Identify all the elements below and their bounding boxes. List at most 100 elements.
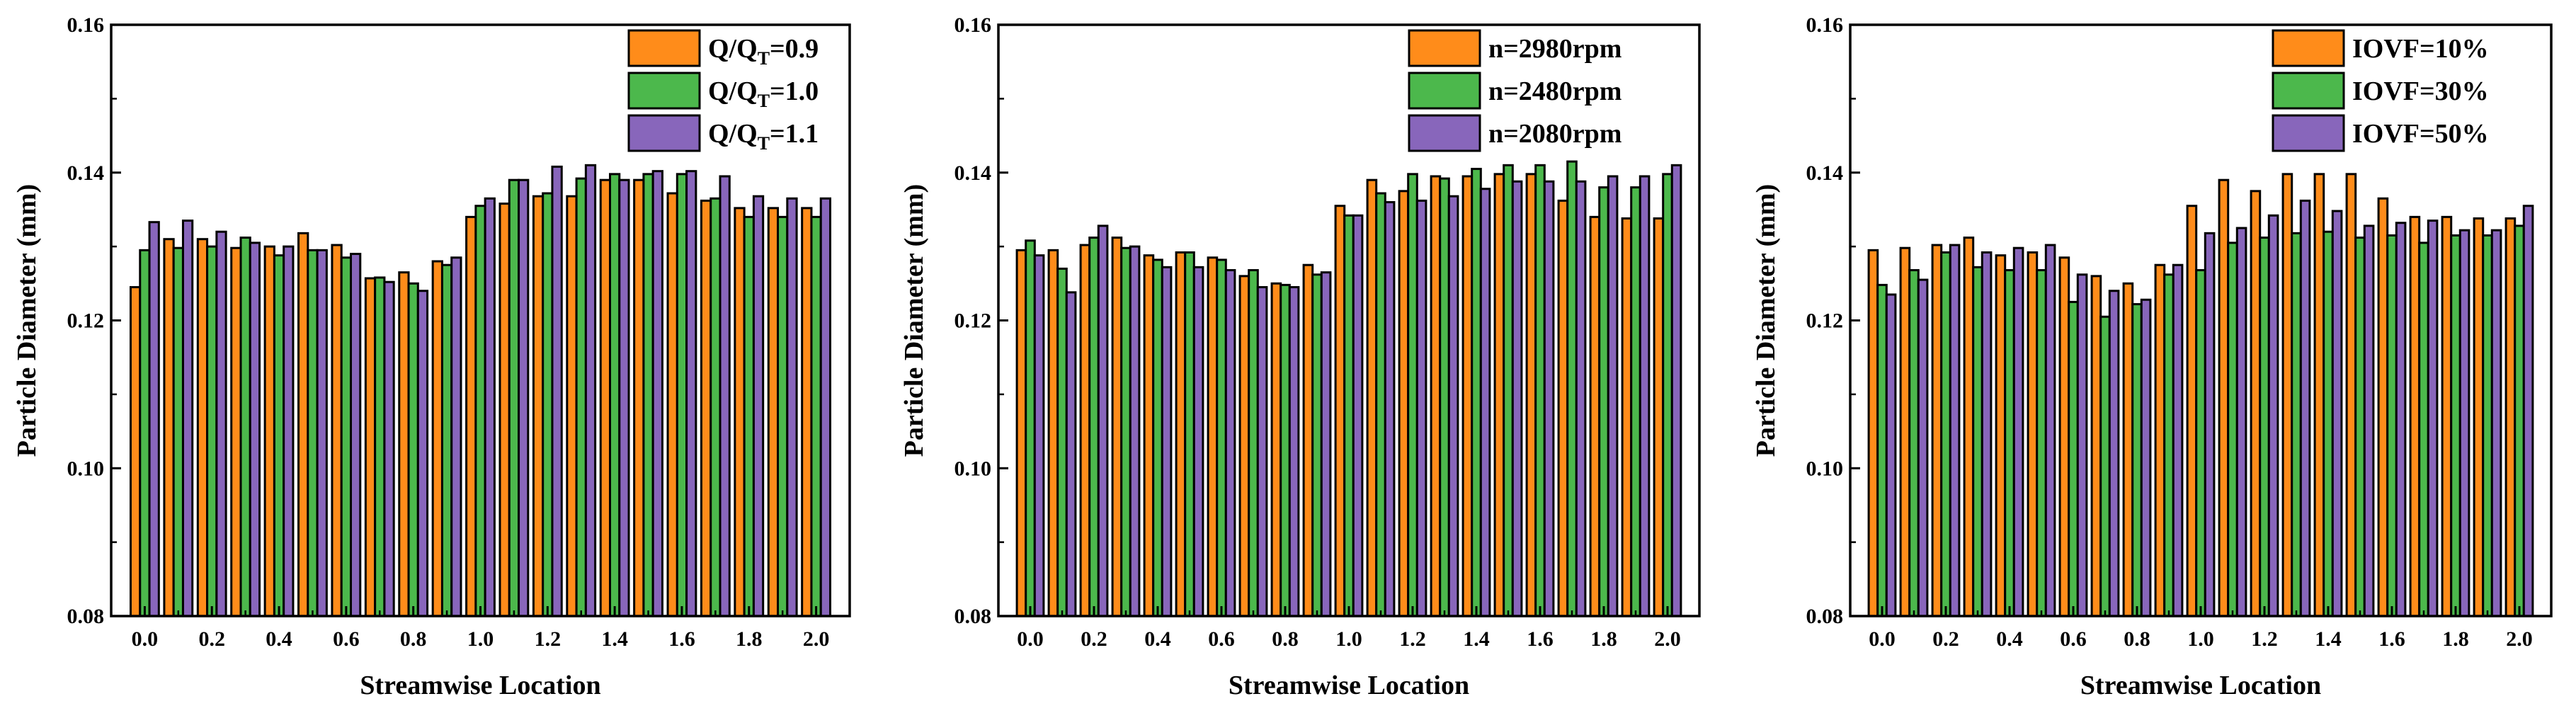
bar-s1-x12 (2250, 190, 2262, 617)
legend-label-1: IOVF=10% (2352, 34, 2489, 64)
bar-s1-x16 (1525, 173, 1537, 617)
bar-s1-x13 (566, 195, 578, 617)
y-tick-label: 0.08 (67, 605, 105, 628)
bar-s2-x13 (575, 177, 587, 617)
bar-s2-x17 (709, 197, 722, 617)
bar-s3-x16 (1543, 180, 1555, 617)
bar-s1-x10 (465, 215, 477, 617)
bar-s1-x4 (263, 245, 275, 617)
bar-s2-x10 (474, 205, 486, 617)
bar-s1-x5 (2027, 251, 2039, 617)
bar-s2-x12 (2259, 237, 2270, 617)
bar-s2-x11 (508, 178, 520, 617)
bar-s2-x18 (2450, 234, 2461, 617)
bar-s2-x9 (1311, 273, 1323, 617)
bar-s3-x18 (752, 195, 765, 617)
bar-s2-x3 (239, 237, 251, 617)
x-axis-title: Streamwise Location (360, 671, 600, 700)
bar-s1-x9 (1302, 263, 1314, 617)
bar-s2-x14 (609, 173, 621, 617)
legend: n=2980rpm n=2480rpm n=2080rpm (1408, 29, 1622, 152)
bar-s2-x10 (1343, 214, 1355, 617)
bar-s3-x14 (2331, 210, 2343, 617)
bar-s2-x18 (1598, 186, 1609, 617)
bar-s2-x14 (1471, 168, 1482, 617)
y-tick-label: 0.10 (954, 457, 992, 480)
bar-s1-x16 (2377, 197, 2389, 617)
bar-s3-x4 (1161, 266, 1173, 617)
bar-s1-x13 (2281, 173, 2293, 617)
bar-s2-x12 (1407, 173, 1418, 617)
x-tick-label: 0.8 (2124, 627, 2150, 651)
bar-s3-x6 (350, 253, 362, 617)
x-tick-label: 0.2 (1932, 627, 1959, 651)
bar-s1-x8 (2122, 282, 2134, 617)
bar-s3-x8 (2140, 298, 2152, 617)
bar-s2-x16 (676, 173, 688, 617)
y-tick-label: 0.14 (1806, 161, 1844, 185)
bar-s1-x1 (1899, 246, 1911, 617)
bar-s3-x17 (2427, 220, 2439, 617)
bar-s3-x19 (1639, 175, 1651, 617)
x-tick-label: 0.8 (400, 627, 427, 651)
bar-s1-x20 (801, 207, 813, 617)
legend-label-1: n=2980rpm (1488, 34, 1622, 64)
bar-s1-x18 (1589, 215, 1601, 617)
bar-s2-x8 (1280, 283, 1291, 617)
bar-s2-x20 (1662, 173, 1673, 617)
bar-s1-x8 (1270, 282, 1282, 617)
bar-s3-x12 (2267, 214, 2279, 617)
y-tick-label: 0.14 (954, 161, 992, 185)
bar-s2-x7 (2099, 315, 2111, 617)
bar-s2-x0 (1876, 283, 1888, 617)
bar-s1-x4 (1995, 254, 2007, 617)
bar-s1-x1 (1047, 249, 1059, 617)
legend-swatch-3 (1408, 114, 1481, 152)
bar-s2-x8 (407, 282, 419, 617)
y-tick-label: 0.08 (954, 605, 992, 628)
y-tick-label: 0.08 (1806, 605, 1844, 628)
bar-s1-x20 (1653, 217, 1665, 617)
y-tick-label: 0.16 (1806, 13, 1844, 37)
bar-s1-x2 (196, 238, 209, 617)
bar-s1-x9 (2154, 263, 2166, 617)
y-tick-label: 0.12 (954, 309, 992, 333)
x-tick-label: 0.0 (132, 627, 159, 651)
bar-s1-x15 (633, 178, 645, 617)
chart-panel-2: 0.08 0.10 0.12 0.14 0.16 0.0 0.2 0.4 0.6 0.8 1.0 1.… (899, 13, 1701, 700)
bar-s1-x12 (532, 195, 545, 617)
legend-swatch-1 (1408, 29, 1481, 67)
bar-s3-x2 (1949, 244, 1961, 617)
bar-s2-x11 (1375, 192, 1386, 617)
bar-s3-x11 (1384, 201, 1396, 617)
bar-s3-x3 (1129, 245, 1141, 617)
bar-s1-x11 (498, 203, 511, 617)
bar-s3-x1 (1917, 278, 1929, 617)
x-tick-label: 1.8 (2442, 627, 2469, 651)
bar-s2-x19 (777, 215, 789, 617)
bar-s3-x4 (2012, 246, 2024, 617)
bar-s2-x2 (1940, 251, 1951, 617)
bar-s2-x10 (2195, 269, 2206, 617)
bar-s3-x7 (2108, 290, 2120, 617)
bar-s3-x1 (181, 220, 194, 617)
x-tick-label: 0.8 (1272, 627, 1299, 651)
x-tick-label: 2.0 (803, 627, 830, 651)
bar-s3-x16 (2395, 222, 2407, 617)
bar-s2-x16 (2386, 234, 2398, 617)
bar-s3-x15 (651, 170, 663, 617)
bar-s2-x5 (2036, 269, 2047, 617)
bar-s1-x0 (130, 286, 142, 617)
x-tick-label: 1.4 (1463, 627, 1490, 651)
bar-s3-x2 (215, 230, 227, 617)
bar-s1-x5 (1175, 251, 1187, 617)
bar-s2-x17 (2418, 241, 2429, 617)
bar-s2-x5 (307, 249, 319, 617)
x-tick-label: 0.2 (1081, 627, 1107, 651)
y-tick-label: 0.16 (67, 13, 105, 37)
y-tick-label: 0.10 (1806, 457, 1844, 480)
bar-s1-x9 (431, 260, 443, 617)
bar-s3-x3 (1981, 251, 1993, 617)
bar-s1-x5 (297, 232, 309, 617)
